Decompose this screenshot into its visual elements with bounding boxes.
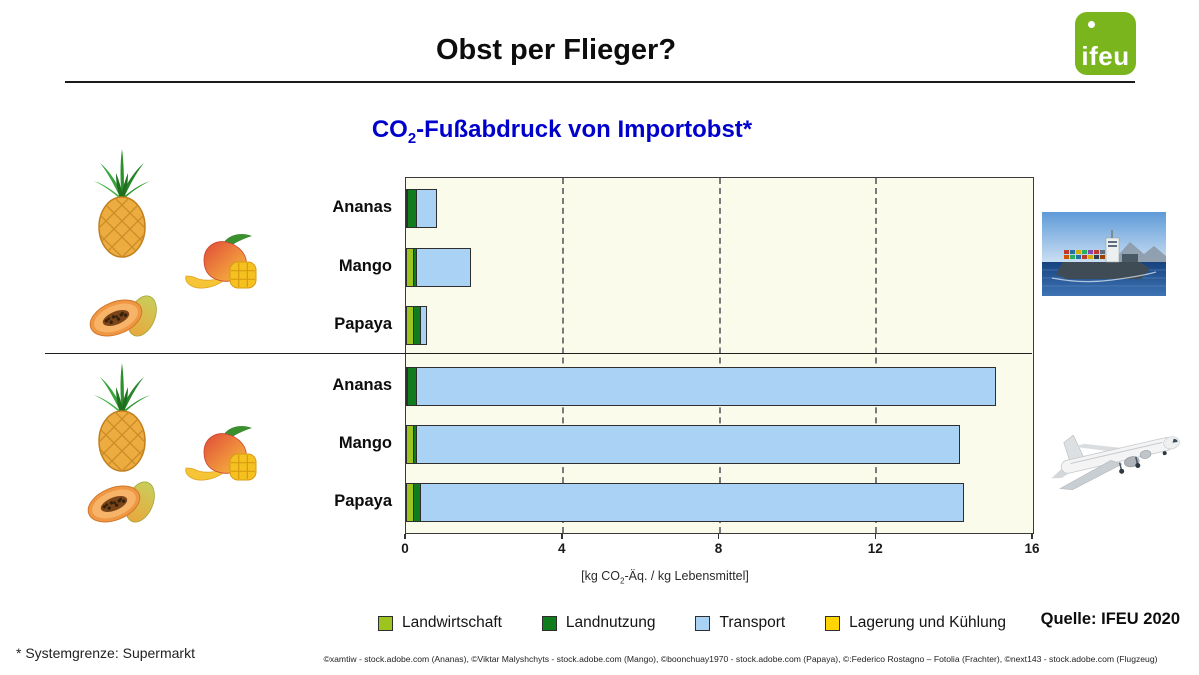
page-title: Obst per Flieger? xyxy=(435,34,677,66)
x-tick-label-8: 8 xyxy=(714,541,723,556)
gridline-4 xyxy=(561,178,564,533)
legend: Landwirtschaft Landnutzung Transport Lageru… xyxy=(378,610,1006,636)
plot-area xyxy=(405,177,1034,534)
bar-segment-transport xyxy=(415,189,438,228)
row-label-ananas-flugzeug: Ananas xyxy=(332,376,392,394)
source-credit: Quelle: IFEU 2020 xyxy=(1040,610,1180,628)
bar-segment-transport xyxy=(415,425,961,464)
bar-segment-transport xyxy=(415,367,996,406)
bar-papaya-schiff xyxy=(406,306,428,345)
row-label-papaya-schiff: Papaya xyxy=(334,315,392,333)
footnote: * Systemgrenze: Supermarkt xyxy=(16,645,195,661)
x-tick-mark-16 xyxy=(1031,533,1033,539)
bar-mango-schiff xyxy=(406,248,471,287)
row-label-mango-schiff: Mango xyxy=(338,257,392,275)
legend-label: Landnutzung xyxy=(565,614,656,631)
bar-segment-transport xyxy=(419,483,965,522)
chart-title-asterisk: * xyxy=(742,116,753,143)
x-axis-label-subscript: 2 xyxy=(620,576,625,586)
x-tick-mark-0 xyxy=(404,533,406,539)
legend-swatch-transport xyxy=(695,615,711,631)
gridline-12 xyxy=(875,178,878,533)
x-tick-mark-12 xyxy=(874,533,876,539)
image-credits: ©xamtiw - stock.adobe.com (Ananas), ©Vik… xyxy=(323,654,1158,664)
x-axis-label-prefix: [kg CO xyxy=(581,569,620,583)
row-label-ananas-schiff: Ananas xyxy=(332,198,392,216)
chart-title-prefix: CO xyxy=(371,116,408,143)
legend-item-lagerung-und-kühlung: Lagerung und Kühlung xyxy=(825,614,1006,632)
airplane-photo xyxy=(1051,434,1180,491)
logo-i-dot-icon xyxy=(1088,21,1095,28)
legend-label: Transport xyxy=(719,614,786,631)
logo-text: ifeu xyxy=(1081,41,1130,71)
bar-mango-flugzeug xyxy=(406,425,961,464)
chart-title: CO2-Fußabdruck von Importobst* xyxy=(0,116,1124,147)
pineapple-icon xyxy=(94,363,150,472)
bar-ananas-schiff xyxy=(406,189,438,228)
legend-swatch-lagerung-und-kühlung xyxy=(825,615,841,631)
papaya-icon xyxy=(87,481,155,523)
mango-icon xyxy=(185,234,257,289)
x-tick-label-16: 16 xyxy=(1024,541,1040,556)
legend-swatch-landnutzung xyxy=(541,615,557,631)
container-ship-photo xyxy=(1042,212,1166,296)
x-tick-label-12: 12 xyxy=(867,541,883,556)
pineapple-icon xyxy=(94,149,150,258)
legend-swatch-landwirtschaft xyxy=(378,615,393,631)
x-axis-label: [kg CO2-Äq. / kg Lebensmittel] xyxy=(365,569,965,586)
chart-title-subscript: 2 xyxy=(407,130,417,147)
legend-label: Landwirtschaft xyxy=(402,614,502,631)
row-label-papaya-flugzeug: Papaya xyxy=(334,492,392,510)
legend-item-transport: Transport xyxy=(695,614,785,632)
bar-papaya-flugzeug xyxy=(406,483,965,522)
x-tick-mark-4 xyxy=(561,533,563,539)
title-divider-line xyxy=(65,81,1135,83)
legend-label: Lagerung und Kühlung xyxy=(849,614,1006,631)
x-tick-mark-8 xyxy=(717,533,720,539)
ifeu-logo: ifeu xyxy=(1075,12,1136,75)
bar-segment-transport xyxy=(419,306,428,345)
x-tick-label-4: 4 xyxy=(557,541,566,556)
legend-item-landwirtschaft: Landwirtschaft xyxy=(378,614,502,632)
bar-ananas-flugzeug xyxy=(406,367,996,406)
x-axis-label-suffix: -Äq. / kg Lebensmittel] xyxy=(624,569,749,583)
mango-icon xyxy=(185,426,257,481)
ship-plane-divider-line xyxy=(45,353,1032,354)
chart-title-suffix: -Fußabdruck von Importobst xyxy=(416,116,743,143)
x-tick-label-0: 0 xyxy=(401,541,409,556)
gridline-8 xyxy=(718,178,721,533)
bar-segment-transport xyxy=(415,248,471,287)
papaya-icon xyxy=(89,295,157,337)
row-label-mango-flugzeug: Mango xyxy=(338,434,392,452)
legend-item-landnutzung: Landnutzung xyxy=(541,614,656,632)
